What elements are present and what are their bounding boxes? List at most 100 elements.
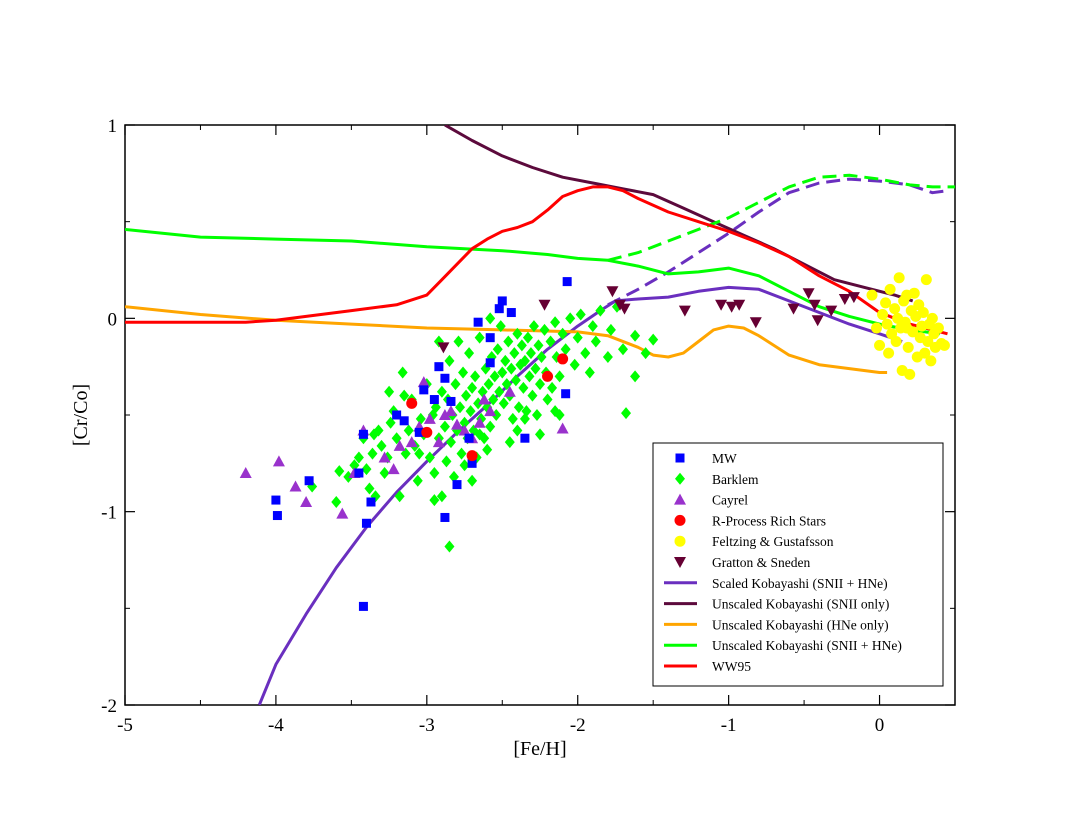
point-barklem bbox=[584, 366, 595, 379]
point-cayrel bbox=[432, 436, 445, 448]
point-mw bbox=[473, 317, 483, 327]
point-feltzing-gustafsson bbox=[877, 308, 889, 320]
y-tick-label: -1 bbox=[101, 503, 117, 524]
point-barklem bbox=[497, 366, 508, 379]
point-gratton-sneden bbox=[437, 342, 450, 354]
point-barklem bbox=[503, 335, 514, 348]
line-scaled-kobayashi-snii-hne bbox=[257, 285, 903, 705]
point-barklem bbox=[605, 323, 616, 336]
point-barklem bbox=[630, 329, 641, 342]
point-mw bbox=[467, 458, 477, 468]
point-feltzing-gustafsson bbox=[880, 297, 892, 309]
point-feltzing-gustafsson bbox=[871, 322, 883, 334]
point-cayrel bbox=[484, 405, 497, 417]
legend-marker-feltzing-gustafsson bbox=[674, 535, 686, 547]
point-mw bbox=[392, 410, 402, 420]
point-barklem bbox=[618, 343, 628, 356]
point-barklem bbox=[539, 323, 550, 336]
point-feltzing-gustafsson bbox=[938, 339, 950, 351]
point-barklem bbox=[494, 385, 505, 398]
y-axis-title: [Cr/Co] bbox=[70, 384, 92, 446]
point-r-process-rich-stars bbox=[557, 353, 569, 365]
point-feltzing-gustafsson bbox=[883, 347, 895, 359]
point-cayrel bbox=[300, 496, 313, 507]
point-cayrel bbox=[336, 507, 349, 519]
point-cayrel bbox=[503, 385, 516, 397]
point-barklem bbox=[458, 366, 469, 379]
legend-label-barklem: Barklem bbox=[712, 472, 759, 487]
point-barklem bbox=[369, 428, 379, 441]
point-cayrel bbox=[289, 480, 302, 492]
point-barklem bbox=[453, 335, 464, 348]
point-barklem bbox=[439, 420, 450, 433]
point-barklem bbox=[648, 333, 659, 346]
legend-label-unscaled-kobayashi-snii-only: Unscaled Kobayashi (SNII only) bbox=[712, 597, 889, 612]
point-gratton-sneden bbox=[538, 299, 551, 311]
point-feltzing-gustafsson bbox=[922, 336, 934, 348]
point-barklem bbox=[467, 381, 478, 394]
y-tick-label: -2 bbox=[101, 696, 117, 717]
point-barklem bbox=[444, 540, 455, 553]
point-barklem bbox=[385, 416, 396, 429]
legend-marker-cayrel bbox=[674, 493, 686, 505]
point-gratton-sneden bbox=[847, 292, 860, 304]
point-barklem bbox=[536, 351, 547, 363]
point-feltzing-gustafsson bbox=[920, 274, 932, 286]
point-gratton-sneden bbox=[715, 299, 728, 311]
legend: MW Barklem Cayrel R-Process Rich Stars Feltz… bbox=[652, 442, 944, 687]
point-gratton-sneden bbox=[733, 299, 746, 311]
line-unscaled-kobayashi-hne-only bbox=[125, 305, 888, 374]
point-mw bbox=[464, 433, 474, 443]
point-barklem bbox=[430, 401, 441, 414]
line-unscaled-kobayashi-snii-only bbox=[444, 125, 914, 303]
point-barklem bbox=[414, 447, 425, 460]
model-lines bbox=[125, 125, 955, 705]
point-barklem bbox=[522, 331, 533, 344]
point-mw bbox=[506, 308, 516, 318]
point-feltzing-gustafsson bbox=[866, 289, 878, 301]
point-mw bbox=[434, 362, 444, 372]
point-barklem bbox=[560, 343, 571, 356]
point-barklem bbox=[477, 385, 488, 398]
point-barklem bbox=[367, 447, 378, 460]
point-barklem bbox=[465, 405, 476, 418]
point-mw bbox=[520, 433, 530, 443]
point-barklem bbox=[527, 389, 538, 402]
point-barklem bbox=[412, 474, 423, 487]
point-mw bbox=[366, 497, 376, 507]
point-mw bbox=[361, 518, 371, 528]
point-barklem bbox=[580, 347, 591, 360]
point-barklem bbox=[474, 331, 485, 344]
point-gratton-sneden bbox=[618, 303, 631, 315]
point-mw bbox=[419, 385, 429, 395]
point-barklem bbox=[621, 407, 632, 420]
point-cayrel bbox=[444, 405, 457, 417]
point-barklem bbox=[485, 312, 496, 325]
point-mw bbox=[429, 395, 439, 405]
point-barklem bbox=[572, 331, 583, 344]
legend-label-ww95: WW95 bbox=[712, 659, 751, 674]
point-gratton-sneden bbox=[678, 305, 691, 317]
point-barklem bbox=[403, 424, 414, 437]
point-barklem bbox=[444, 354, 455, 367]
line-unscaled-kobayashi-snii-hne bbox=[125, 227, 941, 336]
point-barklem bbox=[513, 401, 524, 414]
point-barklem bbox=[455, 401, 466, 414]
point-barklem bbox=[590, 335, 601, 348]
point-barklem bbox=[334, 465, 345, 478]
point-barklem bbox=[379, 467, 390, 479]
point-feltzing-gustafsson bbox=[917, 307, 929, 319]
point-feltzing-gustafsson bbox=[874, 339, 886, 351]
point-mw bbox=[358, 601, 368, 611]
point-barklem bbox=[450, 378, 461, 391]
point-barklem bbox=[507, 412, 518, 425]
point-feltzing-gustafsson bbox=[919, 347, 931, 359]
point-barklem bbox=[557, 327, 568, 340]
point-feltzing-gustafsson bbox=[932, 322, 944, 334]
point-barklem bbox=[489, 370, 500, 383]
point-barklem bbox=[467, 474, 478, 487]
point-barklem bbox=[331, 496, 342, 508]
point-cayrel bbox=[473, 416, 486, 428]
point-barklem bbox=[550, 316, 561, 329]
point-r-process-rich-stars bbox=[542, 370, 554, 382]
